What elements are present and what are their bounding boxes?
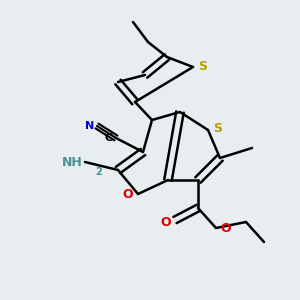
Text: S: S: [198, 59, 207, 73]
Text: S: S: [213, 122, 222, 136]
Text: O: O: [160, 215, 171, 229]
Text: C: C: [105, 133, 113, 143]
Text: 2: 2: [95, 167, 102, 177]
Text: NH: NH: [62, 155, 83, 169]
Text: O: O: [220, 221, 231, 235]
Text: O: O: [122, 188, 133, 200]
Text: N: N: [85, 121, 94, 131]
